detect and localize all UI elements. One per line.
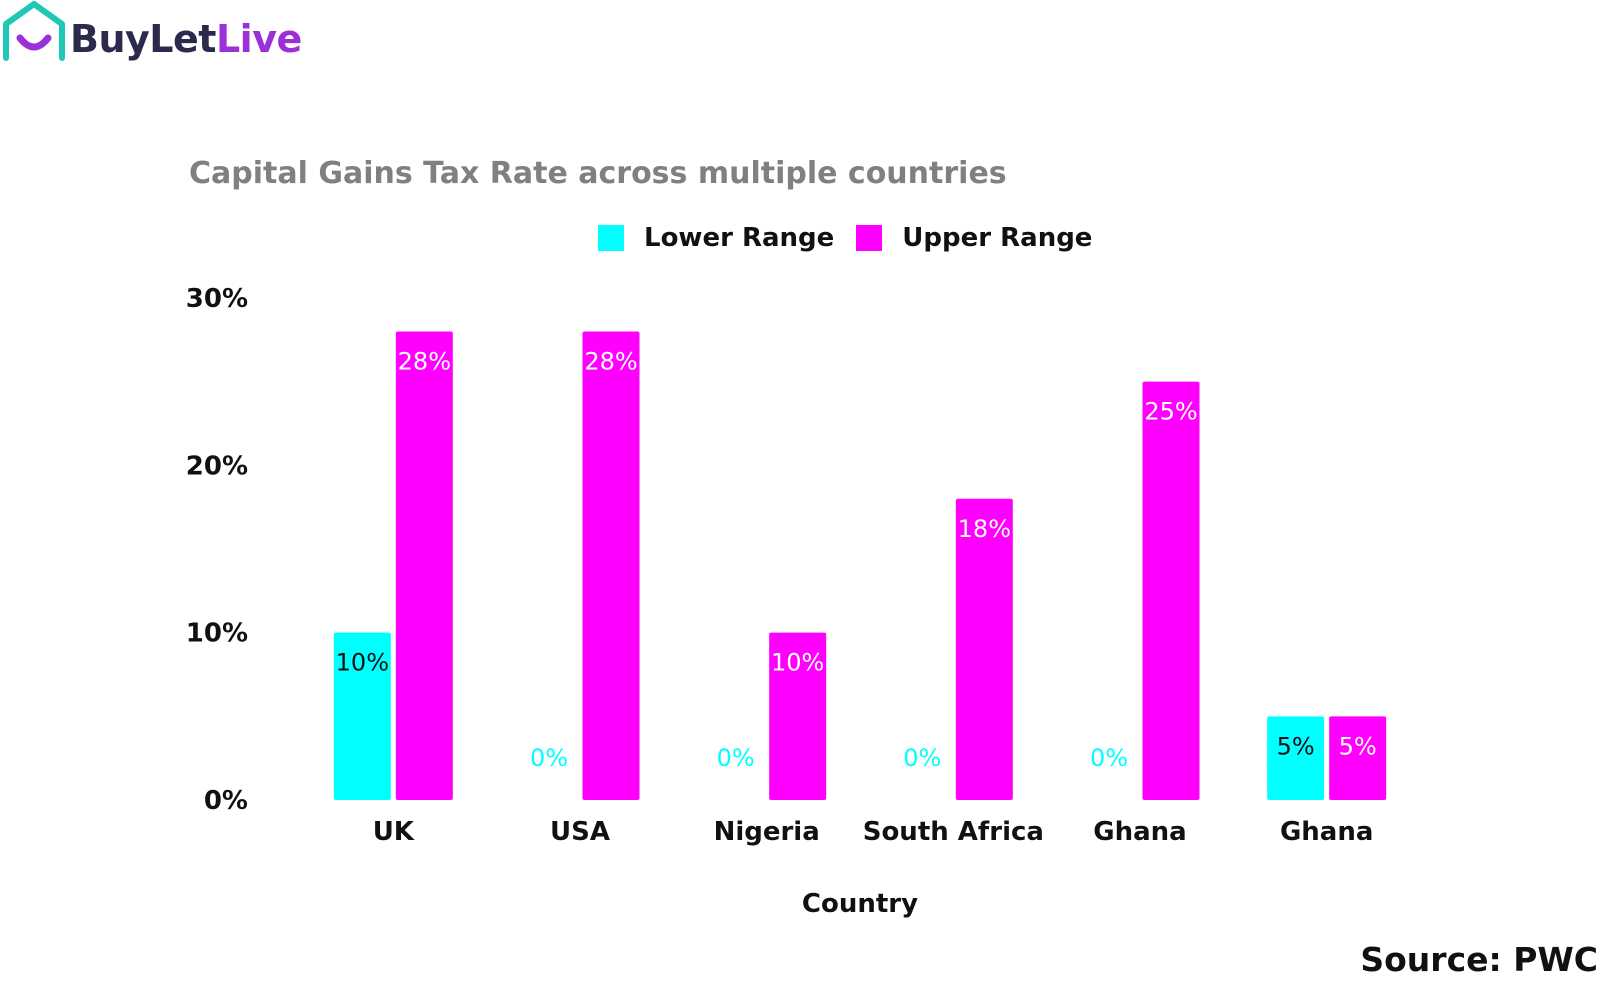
legend-item-lower: Lower Range xyxy=(598,223,834,253)
data-label: 5% xyxy=(1339,732,1377,760)
y-tick-label: 0% xyxy=(204,786,248,816)
data-label: 10% xyxy=(771,649,824,677)
data-label: 0% xyxy=(903,744,941,772)
y-tick-label: 10% xyxy=(186,619,248,649)
chart-title: Capital Gains Tax Rate across multiple c… xyxy=(189,156,1007,191)
legend-label-lower: Lower Range xyxy=(644,223,835,253)
y-tick-label: 30% xyxy=(186,284,248,314)
data-label: 25% xyxy=(1144,398,1197,426)
legend-swatch-upper xyxy=(856,225,883,251)
brand-name-part2: Live xyxy=(215,17,302,61)
x-tick-label: Nigeria xyxy=(714,817,820,847)
data-label: 0% xyxy=(717,744,755,772)
bar-upper xyxy=(395,331,453,800)
brand-logo: BuyLetLive xyxy=(0,0,320,70)
y-tick-label: 20% xyxy=(186,451,248,481)
chart-legend: Lower Range Upper Range xyxy=(598,220,1114,256)
data-label: 10% xyxy=(336,649,389,677)
legend-label-upper: Upper Range xyxy=(902,223,1093,253)
legend-swatch-lower xyxy=(598,225,624,251)
legend-item-upper: Upper Range xyxy=(856,223,1092,253)
x-tick-label: Ghana xyxy=(1093,817,1186,847)
bar-upper xyxy=(955,498,1013,800)
x-axis-label: Country xyxy=(802,889,918,919)
data-label: 28% xyxy=(584,347,637,375)
data-label: 28% xyxy=(398,347,451,375)
data-label: 5% xyxy=(1277,732,1315,760)
bar-lower xyxy=(1267,716,1325,800)
data-label: 0% xyxy=(530,744,568,772)
brand-name-part1: BuyLet xyxy=(70,17,216,61)
source-note: Source: PWC xyxy=(1360,940,1598,979)
brand-name: BuyLetLive xyxy=(70,17,302,61)
bar-lower xyxy=(333,632,391,800)
x-tick-label: South Africa xyxy=(863,817,1044,847)
bar-upper xyxy=(769,632,827,800)
bar-upper xyxy=(582,331,640,800)
house-smile-icon xyxy=(3,1,65,61)
bar-upper xyxy=(1329,716,1387,800)
x-tick-label: Ghana xyxy=(1280,817,1373,847)
data-label: 18% xyxy=(958,515,1011,543)
x-tick-label: UK xyxy=(373,817,415,847)
bar-upper xyxy=(1142,381,1200,800)
data-label: 0% xyxy=(1090,744,1128,772)
x-tick-label: USA xyxy=(550,817,610,847)
